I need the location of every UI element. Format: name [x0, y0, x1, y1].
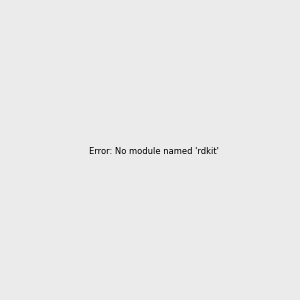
Text: Error: No module named 'rdkit': Error: No module named 'rdkit': [89, 147, 219, 156]
